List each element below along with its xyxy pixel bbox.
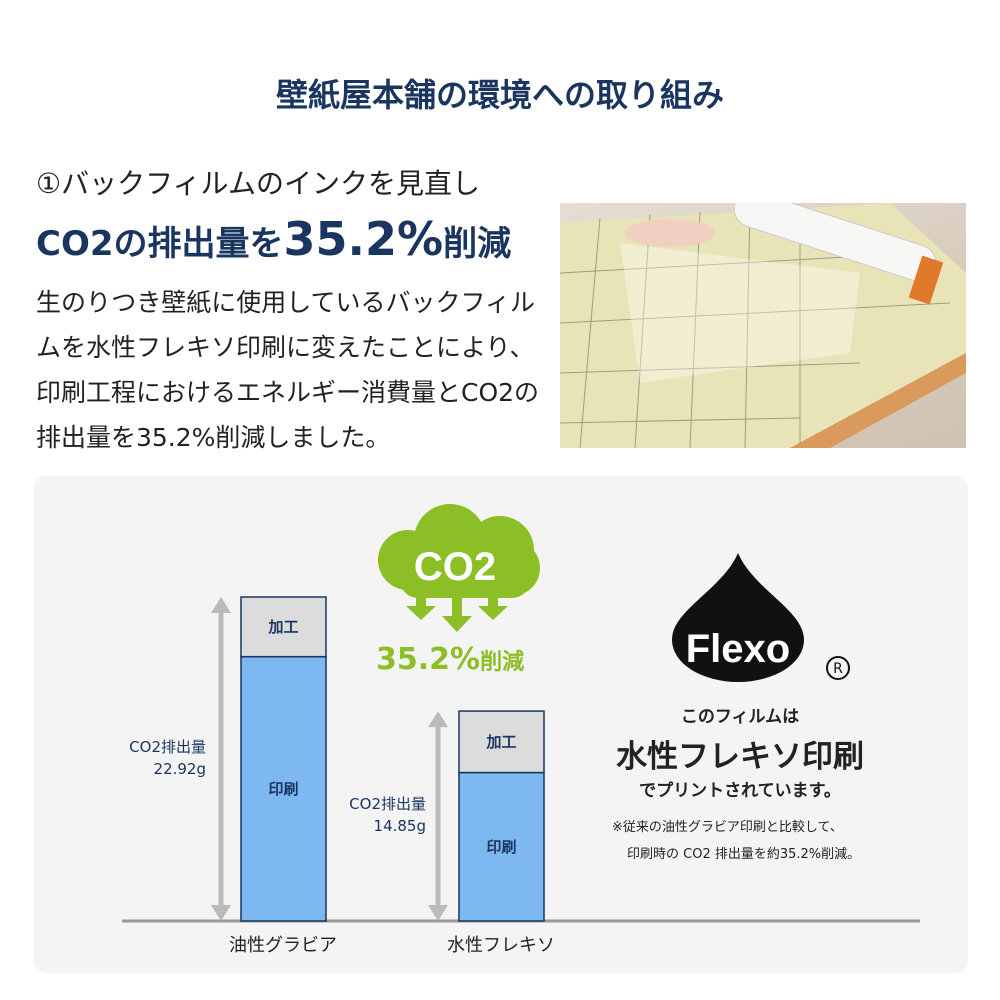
bar-segment-print — [240, 655, 327, 922]
bar-segment-process — [458, 710, 545, 774]
arrow-down-icon — [211, 905, 231, 921]
category-label-1: 水性フレキソ — [447, 935, 555, 956]
total-label-text: CO2排出量 — [129, 738, 206, 756]
total-value: 14.85g — [373, 817, 426, 835]
section-body: 生のりつき壁紙に使用しているバックフィルムを水性フレキソ印刷に変えたことにより、… — [36, 288, 540, 452]
registered-mark: R — [833, 661, 843, 677]
total-label-text: CO2排出量 — [349, 795, 426, 813]
section-subtitle: ①バックフィルムのインクを見直し — [36, 167, 480, 200]
arrow-up-icon — [211, 597, 231, 613]
category-label-0: 油性グラビア — [229, 935, 337, 956]
headline-post: 削減 — [443, 224, 512, 264]
headline-pre: CO2の排出量を — [36, 224, 284, 264]
page-title: 壁紙屋本舗の環境への取り組み — [275, 76, 724, 114]
flexo-line-2: 水性フレキソ印刷 — [616, 739, 864, 775]
product-photo — [560, 203, 966, 448]
bar-segment-print — [458, 771, 545, 922]
segment-label: 印刷 — [268, 780, 298, 798]
bar-segment-process — [240, 596, 327, 658]
segment-label: 加工 — [485, 733, 516, 751]
flexo-drop-icon: Flexo R — [672, 553, 850, 682]
note-line-1: ※従来の油性グラビア印刷と比較して、 — [612, 820, 843, 835]
total-label-0: CO2排出量 22.92g — [66, 736, 206, 780]
arrow-down-icon — [428, 905, 448, 921]
reduction-value: 35.2% — [376, 642, 481, 677]
total-label-1: CO2排出量 14.85g — [286, 793, 426, 837]
reduction-label: 35.2%削減 — [376, 642, 524, 677]
photo-illustration — [560, 203, 966, 448]
cloud-text: CO2 — [414, 545, 496, 589]
reduction-word: 削減 — [480, 650, 525, 675]
total-value: 22.92g — [153, 760, 206, 778]
note-line-2: 印刷時の CO2 排出量を約35.2%削減。 — [627, 847, 861, 862]
headline-value: 35.2% — [283, 212, 444, 266]
section-headline: CO2の排出量を35.2%削減 — [36, 212, 511, 266]
flexo-logo-text: Flexo — [686, 627, 790, 671]
segment-label: 印刷 — [486, 838, 516, 856]
segment-label: 加工 — [267, 618, 298, 636]
arrow-up-icon — [428, 711, 448, 728]
flexo-line-1: このフィルムは — [680, 707, 800, 727]
flexo-line-3: でプリントされています。 — [639, 781, 841, 801]
co2-cloud-icon: CO2 — [378, 504, 540, 632]
